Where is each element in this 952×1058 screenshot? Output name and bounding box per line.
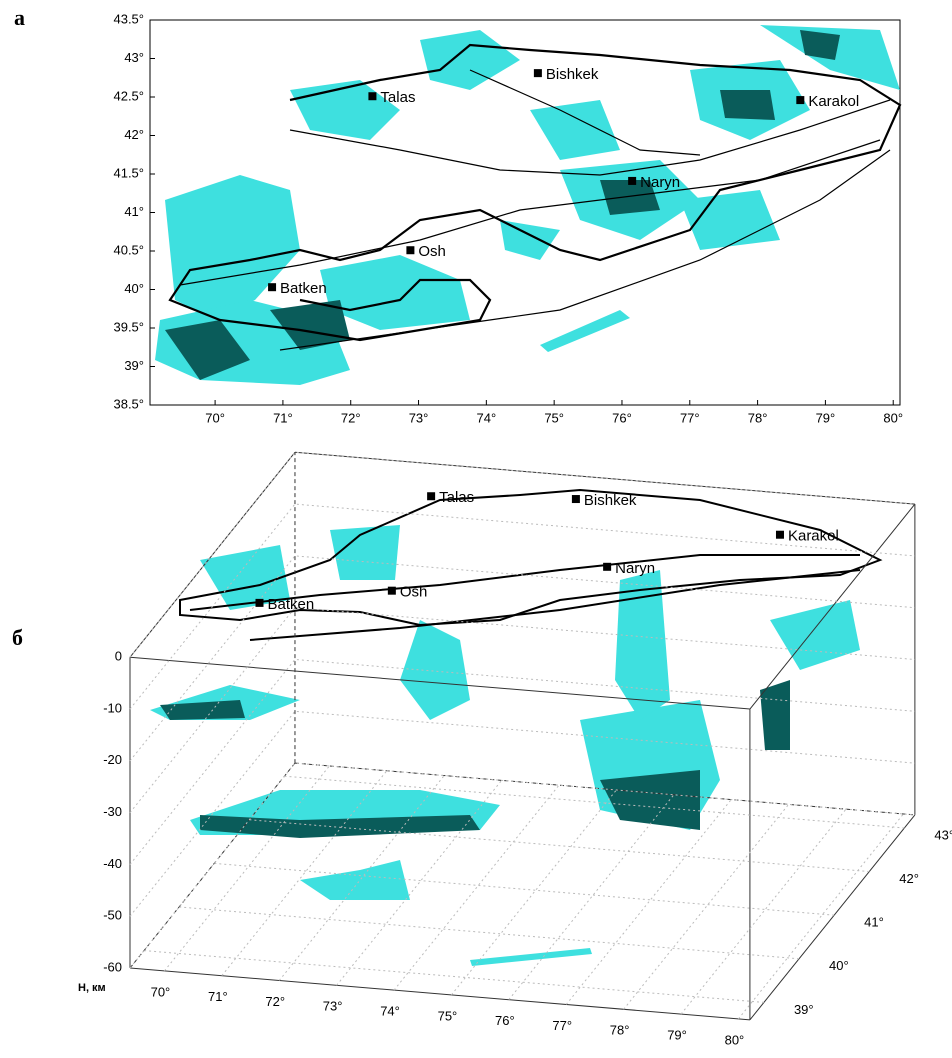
panel-label: б [12,625,23,650]
y-tick-label: 41° [124,204,144,219]
city-label: Osh [418,243,446,260]
x-tick-label: 78° [748,410,768,425]
city-marker [368,92,376,100]
grid-line [130,763,915,968]
city-label: Osh [400,584,428,601]
x-tick-label: 80° [883,410,903,425]
anomaly-bodies [150,525,860,966]
x-tick-label: 77° [552,1018,572,1033]
x-tick-label: 72° [265,994,285,1009]
city-marker [534,69,542,77]
x-tick-label: 76° [612,410,632,425]
y-tick-label: 39° [124,358,144,373]
y-tick-label: 39° [794,1002,814,1017]
x-tick-label: 73° [409,410,429,425]
x-tick-label: 76° [495,1013,515,1028]
city-label: Bishkek [546,66,599,83]
anomaly-patches [155,25,900,385]
x-tick-label: 71° [273,410,293,425]
y-tick-label: 43° [124,50,144,65]
x-tick-label: 73° [323,999,343,1014]
city-label: Karakol [788,528,839,545]
x-tick-label: 75° [438,1008,458,1023]
city-marker [628,177,636,185]
city-label: Talas [380,89,415,106]
x-tick-label: 74° [477,410,497,425]
city-marker [427,492,435,500]
city-marker [776,531,784,539]
grid-line [509,795,674,1000]
x-tick-label: 77° [680,410,700,425]
city-marker [406,246,414,254]
grid-line [179,907,799,959]
y-tick-label: 42° [899,871,919,886]
x-tick-label: 71° [208,989,228,1004]
y-tick-label: 41° [864,915,884,930]
grid-line [566,800,731,1005]
city-marker [603,563,611,571]
city-marker [388,587,396,595]
x-tick-label: 79° [816,410,836,425]
figure: а б [0,0,952,1053]
z-tick-label: -40 [103,856,122,871]
y-tick-label: 40.5° [113,242,144,257]
city-marker [268,283,276,291]
y-tick-label: 43.5° [113,11,144,26]
city-marker [572,495,580,503]
x-tick-label: 80° [725,1032,745,1047]
x-tick-label: 75° [544,410,564,425]
city-label: Naryn [640,174,680,191]
box-edge [750,815,915,1020]
grid-line [681,809,846,1014]
y-tick-label: 42.5° [113,88,144,103]
grid-line [624,804,789,1009]
panel-label: а [14,5,25,30]
city-label: Naryn [615,560,655,577]
y-tick-label: 39.5° [113,319,144,334]
x-tick-label: 70° [151,984,171,999]
x-tick-label: 79° [667,1028,687,1043]
city-label: Bishkek [584,492,637,509]
z-tick-label: -20 [103,752,122,767]
z-tick-label: 0 [115,649,122,664]
y-tick-label: 38.5° [113,396,144,411]
y-tick-label: 43° [934,827,952,842]
y-tick-label: 41.5° [113,165,144,180]
y-tick-label: 40° [829,958,849,973]
y-tick-label: 42° [124,127,144,142]
city-label: Batken [268,596,315,613]
city-label: Talas [439,489,474,506]
x-tick-label: 72° [341,410,361,425]
border-3d [180,490,880,640]
z-tick-label: -10 [103,700,122,715]
z-axis-label: H, км [78,982,106,994]
grid-line [214,863,834,915]
z-tick-label: -60 [103,959,122,974]
z-tick-label: -30 [103,804,122,819]
city-marker [796,96,804,104]
x-tick-label: 70° [205,410,225,425]
y-tick-label: 40° [124,281,144,296]
z-tick-label: -50 [103,908,122,923]
x-tick-label: 78° [610,1023,630,1038]
city-label: Batken [280,280,327,297]
city-label: Karakol [808,93,859,110]
x-tick-label: 74° [380,1004,400,1019]
city-marker [256,599,264,607]
